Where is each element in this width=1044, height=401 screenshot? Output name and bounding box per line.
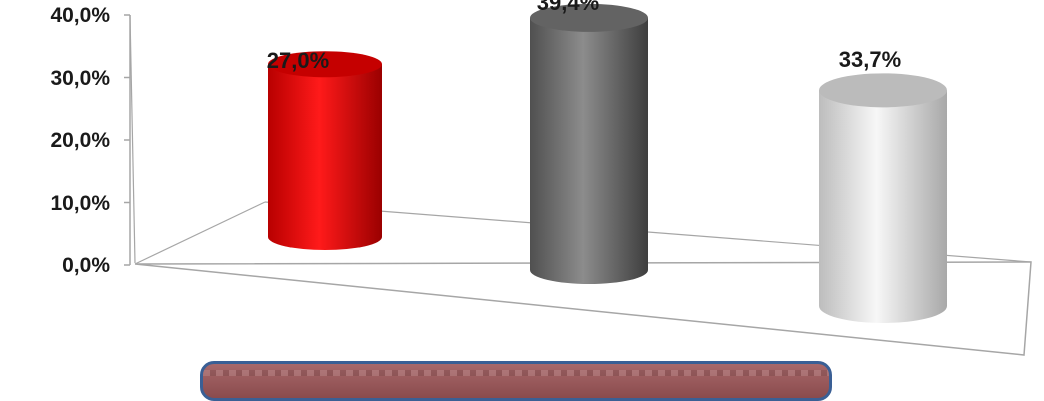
chart-svg: 0,0% 10,0% 20,0% 30,0% 40,0% 27,0% 39,4%… bbox=[50, 0, 1032, 356]
bar-top bbox=[268, 51, 382, 78]
floor-back-line bbox=[134, 201, 266, 265]
data-label: 39,4% bbox=[537, 0, 599, 15]
bar-top bbox=[819, 73, 947, 108]
bar-body bbox=[530, 17, 648, 285]
bar-body bbox=[819, 90, 947, 323]
bar-top bbox=[530, 3, 648, 32]
y-tick-label: 10,0% bbox=[50, 192, 110, 215]
legend-box bbox=[200, 361, 832, 401]
back-wall-edge bbox=[129, 14, 136, 264]
y-tick-label: 20,0% bbox=[50, 129, 110, 152]
chart: 0,0% 10,0% 20,0% 30,0% 40,0% 27,0% 39,4%… bbox=[50, 0, 1032, 401]
y-tick-label: 30,0% bbox=[50, 67, 110, 90]
data-label: 27,0% bbox=[267, 48, 329, 73]
bar-2 bbox=[819, 73, 947, 323]
bar-0 bbox=[268, 51, 382, 250]
bar-body bbox=[268, 64, 382, 250]
y-tick-label: 40,0% bbox=[50, 4, 110, 27]
y-tick-label: 0,0% bbox=[62, 254, 110, 277]
data-label: 33,7% bbox=[839, 47, 901, 72]
bar-1 bbox=[530, 3, 648, 285]
legend-texture bbox=[203, 370, 829, 376]
